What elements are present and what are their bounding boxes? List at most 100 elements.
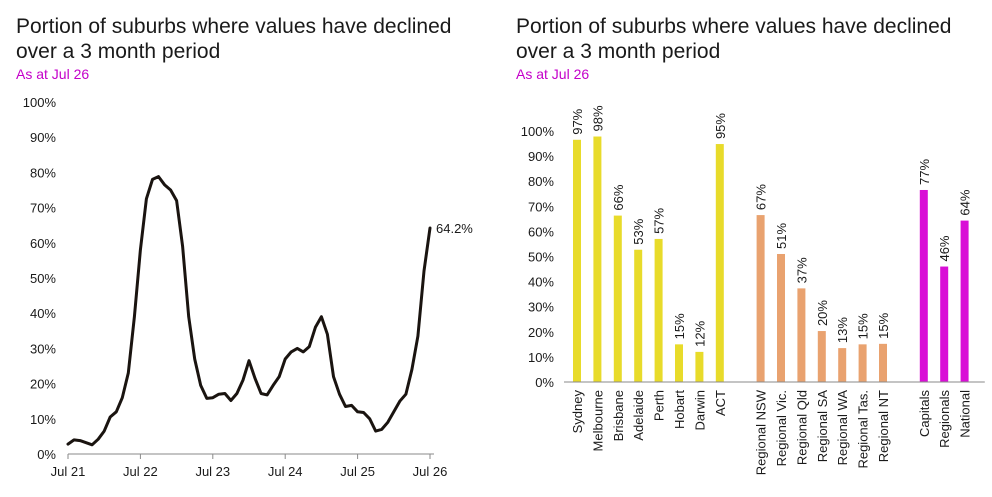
data-point — [320, 315, 323, 318]
data-point — [199, 384, 202, 387]
bar-value-label: 53% — [631, 218, 646, 244]
data-point — [139, 249, 142, 251]
bar-regional-wa — [838, 348, 847, 382]
y-tick-label: 70% — [528, 199, 554, 214]
y-tick-label: 0% — [37, 447, 56, 462]
data-point — [411, 368, 413, 371]
data-point — [212, 396, 214, 399]
y-tick-label: 30% — [30, 341, 56, 356]
bar-value-label: 15% — [876, 312, 891, 338]
data-point — [350, 404, 353, 407]
data-point — [290, 351, 293, 353]
data-point — [242, 379, 244, 381]
y-tick-label: 80% — [30, 165, 56, 180]
x-tick-label: Jul 22 — [123, 464, 158, 479]
category-label: Regional Vic. — [774, 390, 789, 466]
data-point — [405, 393, 407, 395]
y-tick-label: 40% — [528, 275, 554, 290]
data-point — [169, 189, 172, 191]
data-point — [236, 392, 238, 395]
bar-regional-sa — [817, 331, 826, 382]
data-point — [187, 315, 190, 318]
data-point — [103, 430, 105, 432]
data-point — [175, 199, 178, 202]
end-value-label: 64.2% — [436, 221, 473, 236]
data-point — [260, 392, 262, 395]
data-point — [248, 359, 250, 362]
data-point — [193, 358, 196, 360]
category-label: Regional Tas. — [856, 390, 871, 469]
data-point — [278, 375, 280, 378]
data-point — [151, 178, 154, 181]
bar-chart-title: Portion of suburbs where values have dec… — [516, 15, 952, 63]
category-label: Adelaide — [631, 390, 646, 441]
bar-regional-vic — [777, 253, 785, 382]
y-tick-label: 10% — [30, 412, 56, 427]
y-tick-label: 0% — [535, 375, 554, 390]
series-line — [66, 175, 432, 447]
y-tick-label: 60% — [30, 236, 56, 251]
bar-regional-tas — [858, 344, 867, 382]
data-point — [224, 392, 226, 395]
data-point — [85, 441, 87, 444]
y-tick-label: 30% — [528, 300, 554, 315]
bar-adelaide — [634, 249, 643, 382]
data-point — [254, 377, 256, 380]
data-point — [121, 396, 124, 399]
line-chart-title: Portion of suburbs where values have dec… — [16, 15, 452, 63]
category-label: Regional WA — [835, 390, 850, 466]
bar-regional-nsw — [756, 215, 765, 382]
category-label: Brisbane — [611, 390, 626, 441]
bar-darwin — [695, 351, 704, 382]
bar-value-label: 98% — [590, 105, 605, 131]
bar-hobart — [675, 344, 683, 382]
bar-chart-panel: 0% 10% 20% 30% 40% 50% 60% 70% 80% 90% 100% 97% Sydn… — [496, 0, 992, 497]
bar-value-label: 77% — [917, 159, 932, 185]
y-tick-label: 70% — [30, 201, 56, 216]
bar-value-label: 64% — [958, 189, 973, 215]
data-point — [73, 439, 75, 441]
data-point — [362, 411, 365, 414]
data-point — [344, 405, 347, 408]
bar-brisbane — [613, 215, 622, 382]
data-point — [145, 198, 148, 200]
data-point — [67, 443, 69, 445]
category-label: Regional SA — [815, 390, 830, 463]
bar-regionals — [940, 266, 949, 382]
category-label: Regionals — [937, 390, 952, 448]
data-point — [417, 335, 419, 337]
data-point — [423, 270, 425, 272]
category-label: Regional NT — [876, 390, 891, 462]
bar-sydney — [573, 139, 581, 382]
category-label: Melbourne — [590, 390, 605, 451]
bar-chart-subtitle: As at Jul 26 — [516, 66, 590, 82]
data-point — [332, 375, 335, 378]
category-label: National — [958, 390, 973, 438]
category-label: Capitals — [917, 390, 932, 437]
bar-melbourne — [593, 136, 602, 382]
data-point — [79, 439, 81, 442]
y-tick-label: 100% — [521, 124, 555, 139]
data-point — [230, 399, 232, 402]
x-tick-label: Jul 24 — [268, 464, 303, 479]
bar-perth — [654, 238, 663, 382]
y-tick-label: 90% — [528, 149, 554, 164]
data-point — [133, 315, 136, 318]
bar-value-label: 51% — [774, 223, 789, 249]
data-point — [368, 418, 371, 420]
data-point — [157, 175, 160, 178]
data-point — [163, 183, 166, 186]
bar-value-label: 46% — [937, 235, 952, 261]
data-point — [115, 410, 118, 413]
x-tick-label: Jul 23 — [195, 464, 230, 479]
data-point — [284, 358, 287, 360]
category-label: Darwin — [692, 390, 707, 430]
data-point — [380, 428, 383, 431]
y-tick-label: 10% — [528, 350, 554, 365]
data-point — [302, 351, 305, 353]
category-label: Regional Qld — [794, 390, 809, 465]
data-point — [393, 410, 395, 413]
data-point — [127, 372, 130, 374]
data-point — [356, 410, 359, 413]
data-point — [181, 245, 184, 248]
